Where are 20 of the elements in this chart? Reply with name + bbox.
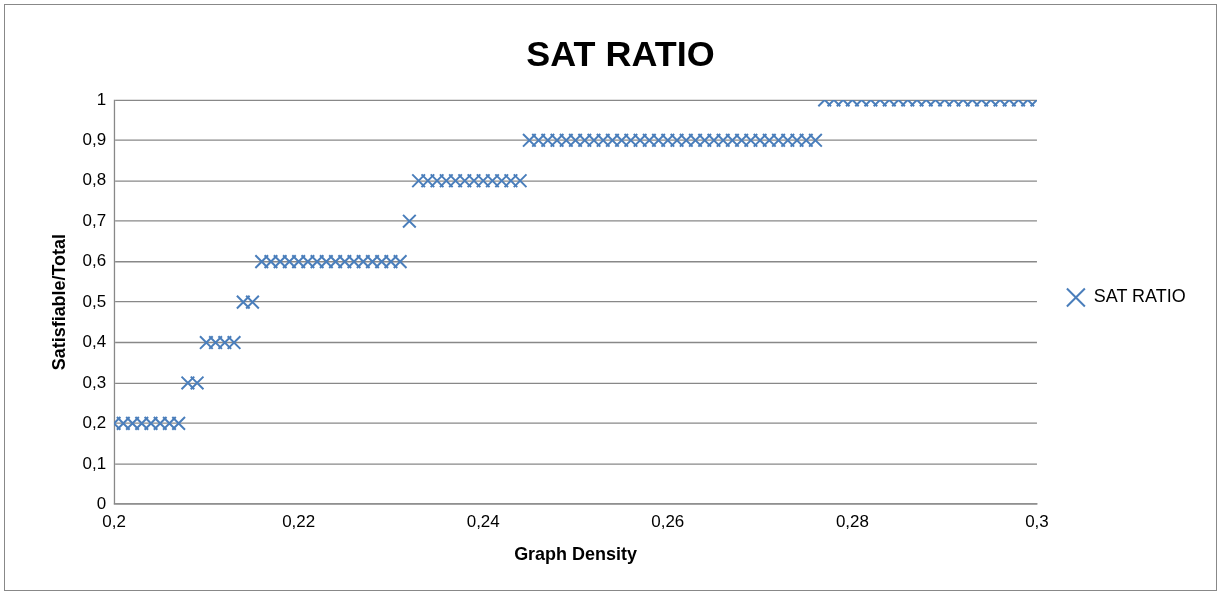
y-tick-label: 0,1: [82, 453, 107, 473]
x-tick-label: 0,22: [282, 512, 316, 532]
y-tick-label: 0,4: [82, 332, 107, 352]
y-tick-label: 1: [96, 89, 107, 109]
x-tick-label: 0,28: [835, 512, 869, 532]
y-tick-label: 0: [96, 493, 107, 513]
y-tick-label: 0,2: [82, 413, 107, 433]
y-tick-label: 0,8: [82, 170, 107, 190]
x-tick-label: 0,3: [1025, 512, 1049, 532]
chart-title: SAT RATIO: [526, 34, 715, 75]
x-tick-label: 0,26: [651, 512, 685, 532]
y-tick-label: 0,5: [82, 291, 107, 311]
y-tick-label: 0,3: [82, 372, 107, 392]
y-tick-label: 0,7: [82, 210, 107, 230]
y-tick-label: 0,6: [82, 251, 107, 271]
legend-label: SAT RATIO: [1093, 286, 1186, 307]
y-tick-label: 0,9: [82, 130, 107, 149]
x-axis-title: Graph Density: [514, 544, 637, 565]
y-axis-title: Satisfiable/Total: [48, 234, 69, 371]
x-tick-label: 0,24: [466, 512, 500, 532]
